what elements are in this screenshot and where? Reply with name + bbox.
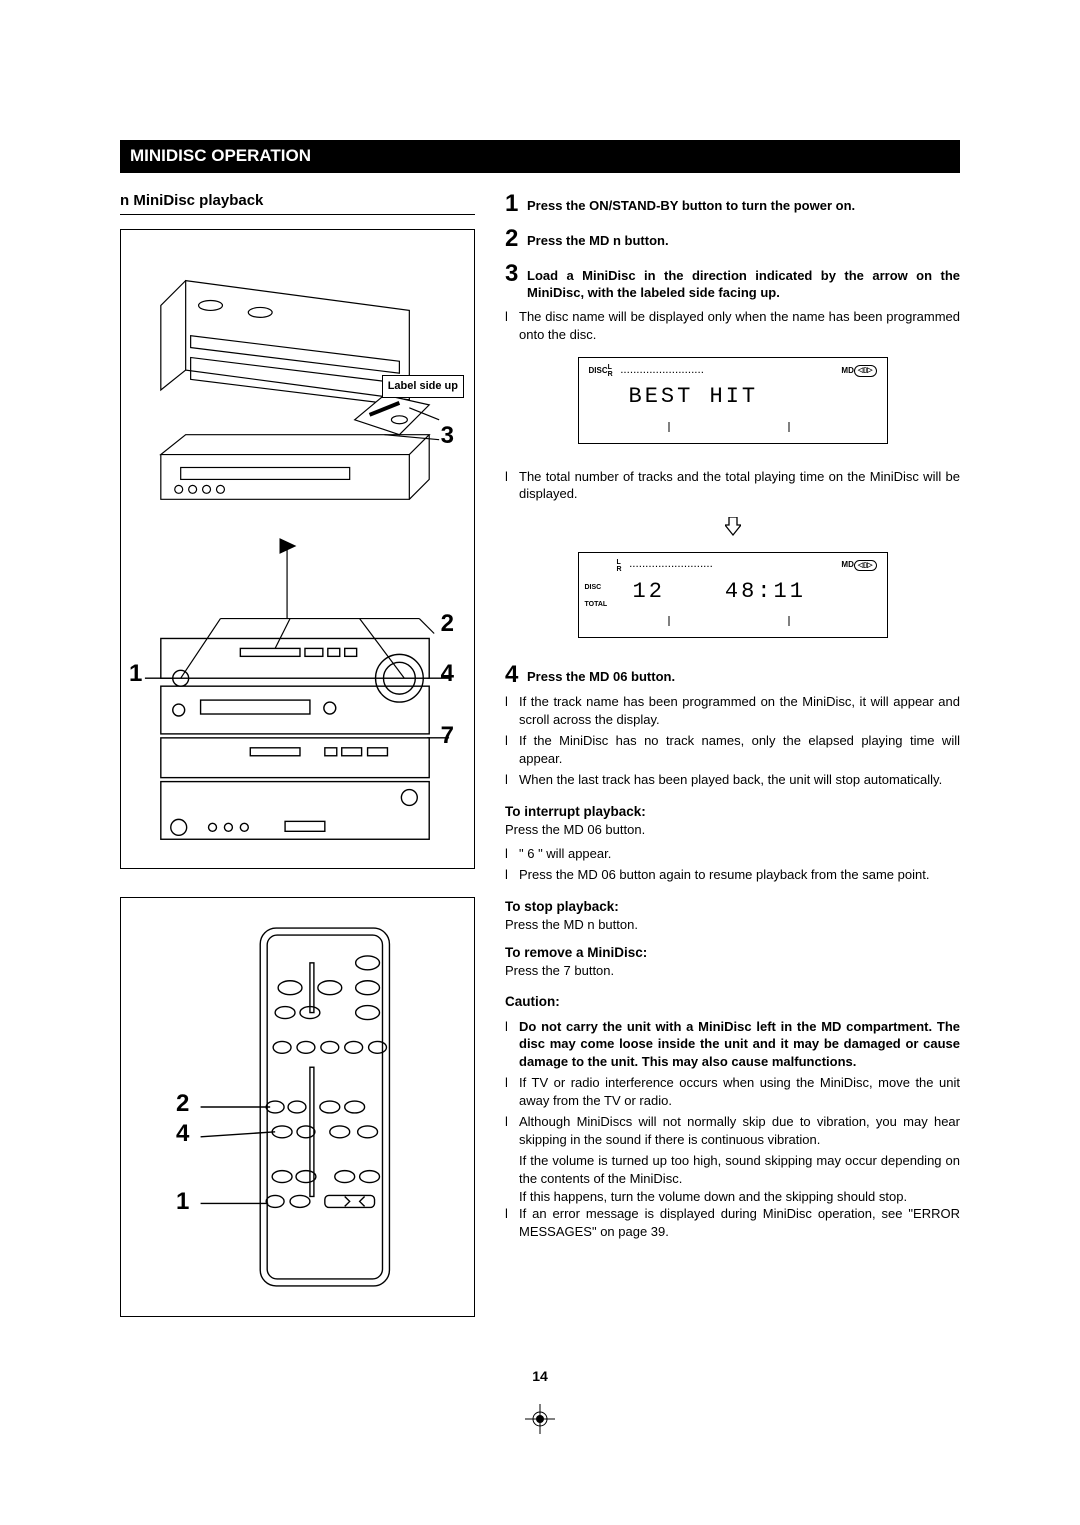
caution-d: If an error message is displayed during …: [519, 1205, 960, 1240]
caution-a: Do not carry the unit with a MiniDisc le…: [519, 1018, 960, 1071]
remote-callout-1: 1: [176, 1186, 189, 1218]
subsection-title: n MiniDisc playback: [120, 191, 475, 215]
note-4b: If the MiniDisc has no track names, only…: [519, 732, 960, 767]
left-column: n MiniDisc playback Label side up 3 2 1 …: [120, 191, 475, 1317]
lcd2-dots: ..........................: [630, 560, 834, 571]
caution-c3: If this happens, turn the volume down an…: [519, 1188, 960, 1206]
caution-c: Although MiniDiscs will not normally ski…: [519, 1113, 960, 1148]
step-num-1: 1: [505, 191, 527, 216]
note-4c: When the last track has been played back…: [519, 771, 942, 789]
lcd2-badge: ◁▯▷: [854, 560, 877, 571]
right-column: 1 Press the ON/STAND-BY button to turn t…: [505, 191, 960, 1317]
callout-7: 7: [441, 720, 454, 752]
bullet-icon: l: [505, 771, 519, 789]
down-arrow-icon: [725, 517, 741, 542]
stop-line: Press the MD n button.: [505, 916, 960, 934]
step-num-4: 4: [505, 662, 527, 687]
bullet-icon: l: [505, 1018, 519, 1071]
bullet-icon: l: [505, 732, 519, 767]
lcd-display-1: DISC L R .......................... MD ◁…: [578, 357, 888, 444]
stereo-illustration: [131, 240, 464, 858]
step-3: 3 Load a MiniDisc in the direction indic…: [505, 261, 960, 302]
lcd-display-2: DISC TOTAL L R .........................…: [578, 552, 888, 639]
lcd2-tracks: 12: [633, 577, 665, 607]
lcd1-r: R: [608, 371, 613, 378]
step-text-4: Press the MD 06 button.: [527, 662, 675, 687]
interrupt-a: " 6 " will appear.: [519, 845, 611, 863]
lcd1-disc: DISC: [589, 366, 608, 377]
callout-2: 2: [441, 608, 454, 640]
lcd1-md: MD: [841, 366, 853, 377]
caution-b: If TV or radio interference occurs when …: [519, 1074, 960, 1109]
lcd1-l: L: [608, 364, 613, 371]
note-3a: The disc name will be displayed only whe…: [519, 308, 960, 343]
section-header: MINIDISC OPERATION: [120, 140, 960, 173]
step-num-3: 3: [505, 261, 527, 302]
bullet-icon: l: [505, 1074, 519, 1109]
bullet-icon: l: [505, 693, 519, 728]
caution-title: Caution:: [505, 993, 960, 1011]
step-num-2: 2: [505, 226, 527, 251]
lcd2-time: 48:11: [725, 577, 806, 607]
bullet-icon: l: [505, 1113, 519, 1148]
step-text-3: Load a MiniDisc in the direction indicat…: [527, 261, 960, 302]
note-3b: The total number of tracks and the total…: [519, 468, 960, 503]
step-text-1: Press the ON/STAND-BY button to turn the…: [527, 191, 855, 216]
stop-title: To stop playback:: [505, 898, 960, 916]
registration-mark-icon: [120, 1404, 960, 1444]
bullet-icon: l: [505, 1205, 519, 1240]
bullet-icon: l: [505, 308, 519, 343]
bullet-icon: l: [505, 866, 519, 884]
callout-4: 4: [441, 658, 454, 690]
bullet-icon: l: [505, 845, 519, 863]
note-4a: If the track name has been programmed on…: [519, 693, 960, 728]
caution-c2: If the volume is turned up too high, sou…: [519, 1152, 960, 1187]
lcd2-md: MD: [841, 560, 853, 571]
notes-after-4: lIf the track name has been programmed o…: [505, 693, 960, 789]
remove-title: To remove a MiniDisc:: [505, 944, 960, 962]
lcd2-r: R: [617, 566, 622, 573]
bullet-icon: l: [505, 468, 519, 503]
remote-callout-2: 2: [176, 1088, 189, 1120]
lcd1-main: BEST HIT: [589, 378, 877, 418]
step-text-2: Press the MD n button.: [527, 226, 669, 251]
lcd1-dots: ..........................: [621, 366, 834, 377]
interrupt-title: To interrupt playback:: [505, 803, 960, 821]
remove-line: Press the 7 button.: [505, 962, 960, 980]
notes-after-lcd1: lThe total number of tracks and the tota…: [505, 468, 960, 503]
callout-3: 3: [441, 420, 454, 452]
step-4: 4 Press the MD 06 button.: [505, 662, 960, 687]
page-number: 14: [120, 1367, 960, 1386]
remote-diagram: 2 4 1: [120, 897, 475, 1317]
notes-after-3: lThe disc name will be displayed only wh…: [505, 308, 960, 343]
lcd2-disc: DISC: [585, 583, 608, 592]
label-side-up: Label side up: [382, 375, 464, 398]
interrupt-line: Press the MD 06 button.: [505, 821, 960, 839]
callout-1: 1: [129, 658, 142, 690]
lcd1-badge: ◁▯▷: [854, 365, 877, 376]
equipment-diagram: Label side up 3 2 1 4 7: [120, 229, 475, 869]
content-columns: n MiniDisc playback Label side up 3 2 1 …: [120, 191, 960, 1317]
lcd2-total: TOTAL: [585, 600, 608, 609]
step-1: 1 Press the ON/STAND-BY button to turn t…: [505, 191, 960, 216]
step-2: 2 Press the MD n button.: [505, 226, 960, 251]
remote-callout-4: 4: [176, 1118, 189, 1150]
interrupt-b: Press the MD 06 button again to resume p…: [519, 866, 929, 884]
lcd2-l: L: [617, 559, 622, 566]
